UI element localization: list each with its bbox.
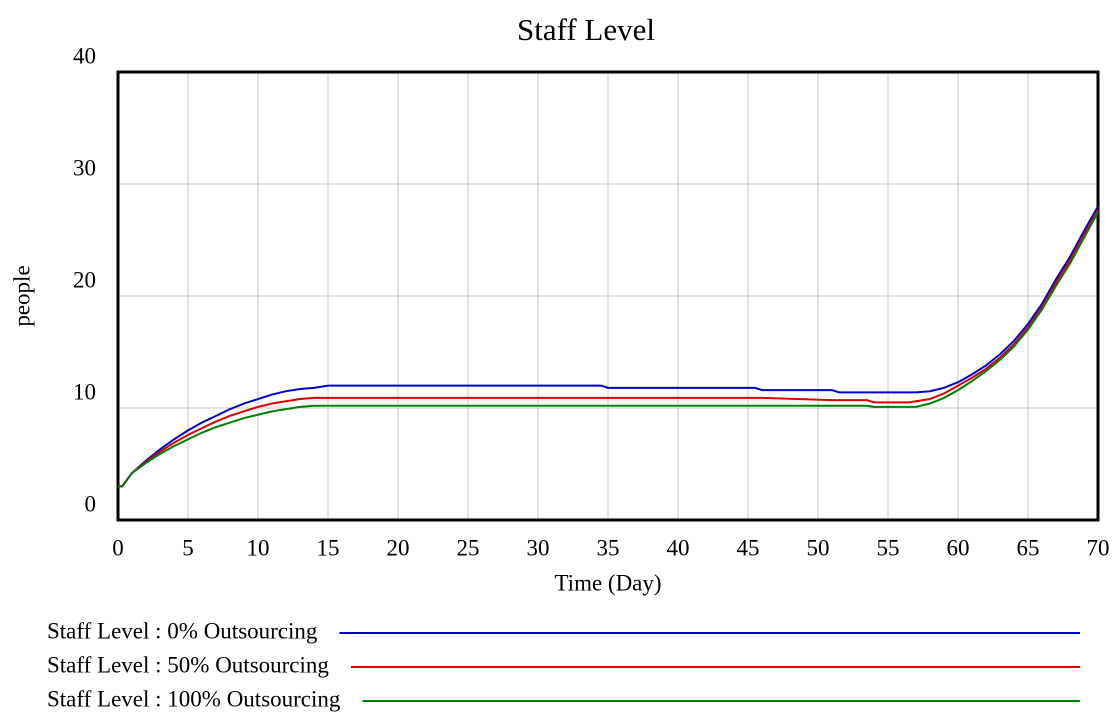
- x-tick-label: 70: [1087, 535, 1110, 560]
- y-tick-label: 30: [73, 155, 96, 180]
- legend-label: Staff Level : 100% Outsourcing: [47, 686, 341, 711]
- x-tick-label: 25: [457, 535, 480, 560]
- x-tick-label: 5: [182, 535, 194, 560]
- x-tick-label: 50: [807, 535, 830, 560]
- x-axis-label: Time (Day): [554, 570, 661, 595]
- y-tick-label: 10: [73, 379, 96, 404]
- x-tick-label: 45: [737, 535, 760, 560]
- series-line: [118, 209, 1099, 488]
- y-tick-label: 40: [73, 43, 96, 68]
- x-tick-label: 40: [667, 535, 690, 560]
- x-tick-label: 20: [387, 535, 410, 560]
- x-tick-label: 0: [112, 535, 124, 560]
- x-tick-label: 65: [1017, 535, 1040, 560]
- x-tick-label: 10: [247, 535, 270, 560]
- x-tick-label: 60: [947, 535, 970, 560]
- series-line: [118, 205, 1099, 488]
- x-tick-label: 55: [877, 535, 900, 560]
- y-axis-label: people: [9, 265, 34, 326]
- chart-title: Staff Level: [517, 12, 655, 47]
- plot-frame: [116, 70, 1100, 522]
- legend-label: Staff Level : 50% Outsourcing: [47, 652, 329, 677]
- series-line: [118, 211, 1099, 488]
- legend-label: Staff Level : 0% Outsourcing: [47, 618, 318, 643]
- y-tick-label: 0: [85, 491, 97, 516]
- x-tick-label: 15: [317, 535, 340, 560]
- y-tick-label: 20: [73, 267, 96, 292]
- x-tick-label: 35: [597, 535, 620, 560]
- x-tick-label: 30: [527, 535, 550, 560]
